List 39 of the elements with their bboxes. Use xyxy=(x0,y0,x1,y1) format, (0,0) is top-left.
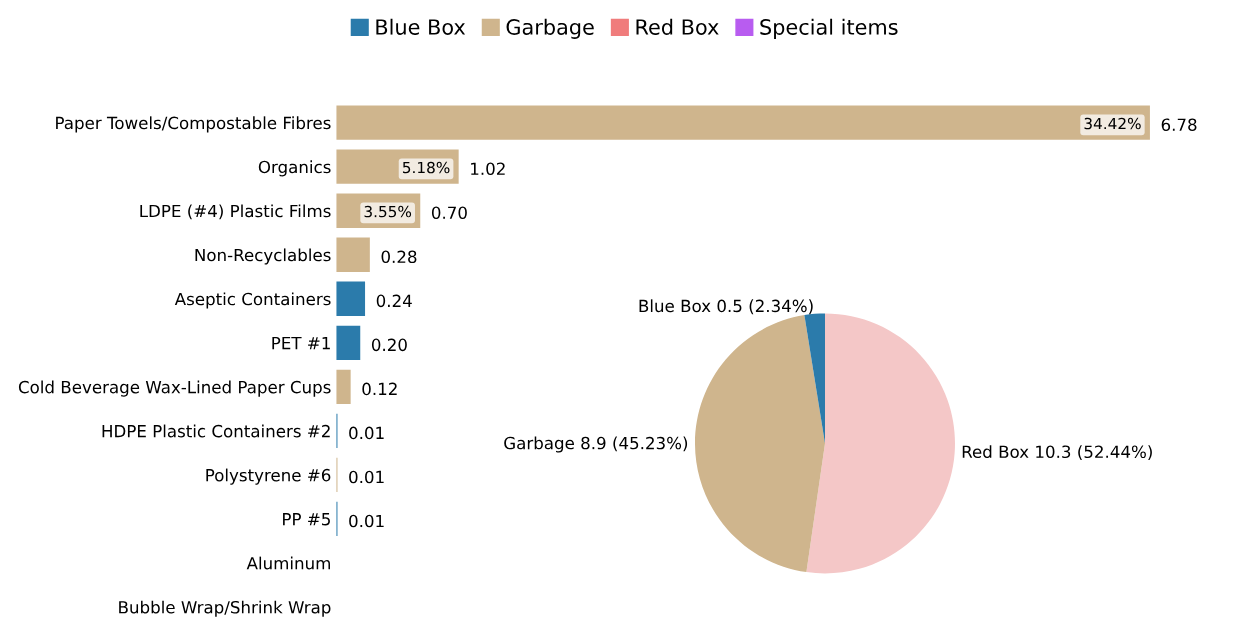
data-label: 0.20 xyxy=(371,338,407,352)
y-tick-label: Paper Towels/Compostable Fibres xyxy=(56,116,331,133)
bar xyxy=(336,105,1150,140)
bar xyxy=(336,237,370,272)
legend-label: Special items xyxy=(760,18,898,39)
legend-label: Garbage xyxy=(506,18,594,39)
y-tick-label: Bubble Wrap/Shrink Wrap xyxy=(119,600,331,617)
annotation: 5.18% xyxy=(402,161,450,174)
legend-label: Red Box xyxy=(636,18,719,35)
data-label: 0.24 xyxy=(376,294,412,308)
data-label: 6.78 xyxy=(1161,118,1197,132)
annotation: 3.55% xyxy=(364,205,412,218)
data-label: 1.02 xyxy=(471,162,505,176)
bar xyxy=(336,325,361,360)
bar xyxy=(336,369,351,405)
y-tick-label: Non-Recyclables xyxy=(195,248,331,265)
data-label: 0.01 xyxy=(349,514,384,528)
slice-label: Red Box 10.3 (52.44%) xyxy=(962,445,1152,461)
data-label: 0.28 xyxy=(381,250,417,264)
y-tick-label: HDPE Plastic Containers #2 xyxy=(102,424,330,438)
pie-slice xyxy=(695,315,825,573)
data-label: 0.70 xyxy=(431,206,467,220)
annotation: 34.42% xyxy=(1084,117,1141,130)
y-tick-label: Organics xyxy=(258,160,331,177)
data-label: 0.01 xyxy=(349,426,384,440)
slice-label: Garbage 8.9 (45.23%) xyxy=(504,436,688,453)
pie-slice xyxy=(806,313,955,574)
legend-label: Blue Box xyxy=(376,18,466,35)
y-tick-label: Polystyrene #6 xyxy=(206,468,331,485)
y-tick-label: Aseptic Containers xyxy=(174,292,331,309)
y-tick-label: PET #1 xyxy=(272,336,330,350)
y-tick-label: PP #5 xyxy=(283,513,330,526)
y-tick-label: LDPE (#4) Plastic Films xyxy=(140,204,331,220)
data-label: 0.12 xyxy=(362,382,397,396)
y-tick-label: Aluminum xyxy=(246,556,330,570)
data-label: 0.01 xyxy=(349,470,384,484)
bar xyxy=(336,281,366,316)
slice-label: Blue Box 0.5 (2.34%) xyxy=(639,299,813,315)
y-tick-label: Cold Beverage Wax-Lined Paper Cups xyxy=(18,380,331,397)
